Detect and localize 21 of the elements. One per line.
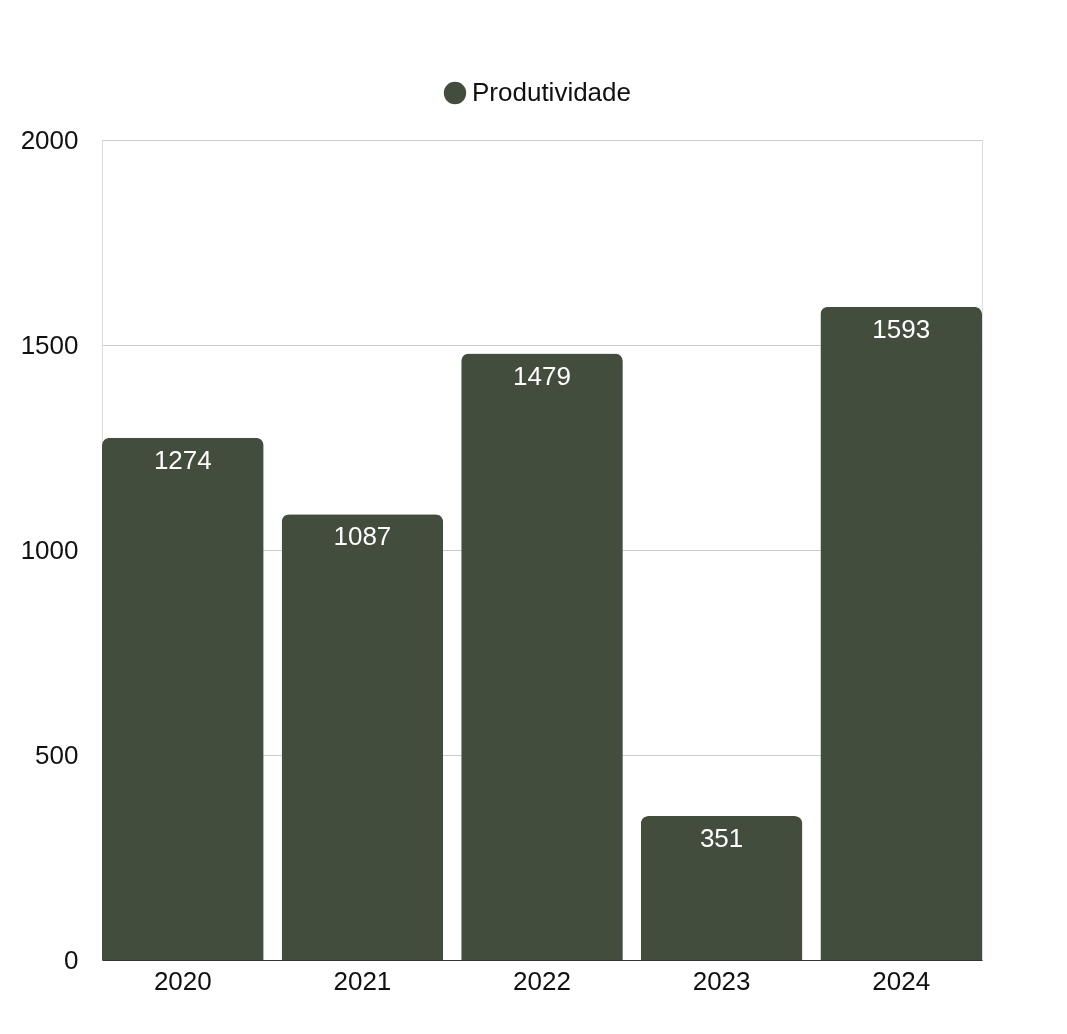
bar <box>461 353 623 960</box>
bar <box>281 514 444 960</box>
x-tick-label: 2020 <box>153 965 212 996</box>
data-label: 1593 <box>872 313 931 344</box>
legend-label: Produtividade <box>472 77 631 107</box>
data-label: 1087 <box>333 521 392 552</box>
bar <box>820 306 982 960</box>
y-tick-label: 500 <box>35 739 79 770</box>
x-tick-label: 2023 <box>692 965 751 996</box>
bar <box>640 816 803 960</box>
y-tick-label: 1500 <box>20 329 79 360</box>
x-tick-label: 2022 <box>513 965 571 996</box>
x-tick-label: 2021 <box>333 965 392 996</box>
y-tick-label: 1000 <box>20 534 79 565</box>
data-label: 1479 <box>513 360 571 391</box>
x-tick-label: 2024 <box>872 965 931 996</box>
data-label: 1274 <box>153 444 212 475</box>
bar <box>102 437 264 960</box>
y-tick-label: 2000 <box>20 124 79 155</box>
y-tick-label: 0 <box>64 944 79 975</box>
data-label: 351 <box>699 823 744 854</box>
